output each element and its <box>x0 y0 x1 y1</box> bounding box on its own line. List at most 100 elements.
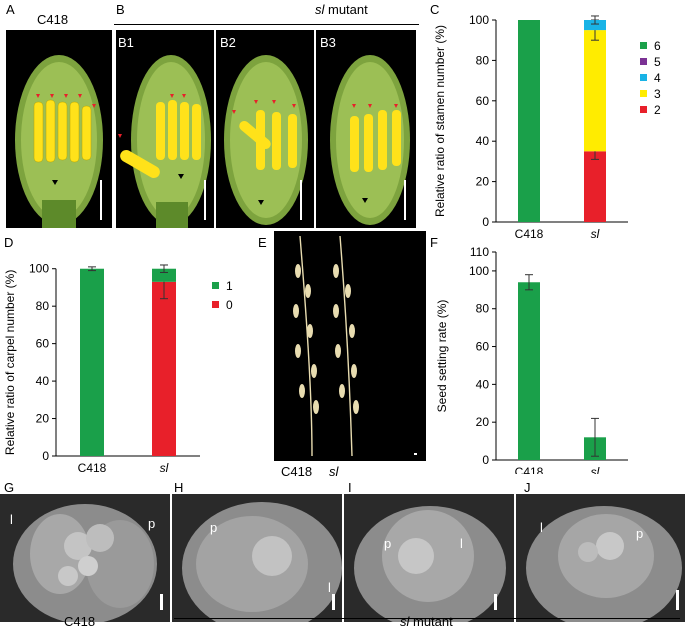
legend-label: 4 <box>654 71 661 85</box>
legend-swatch <box>212 301 219 308</box>
panicle-illustration <box>293 235 417 457</box>
panel-letter-b: B <box>116 2 125 17</box>
y-tick-label: 20 <box>36 412 50 426</box>
b-caption-rule <box>114 24 419 25</box>
y-tick-label: 100 <box>469 13 489 27</box>
panel-letter-d: D <box>4 235 14 250</box>
x-tick-label: sl <box>160 461 169 474</box>
h-label-p: p <box>210 520 218 535</box>
panel-letter-e: E <box>258 235 267 250</box>
y-tick-label: 40 <box>476 134 490 148</box>
b2-label: B2 <box>220 35 236 50</box>
spikelet-illustration <box>118 55 211 228</box>
x-tick-label: C418 <box>515 465 544 474</box>
panel-letter-f: F <box>430 235 438 250</box>
y-tick-label: 100 <box>469 264 489 278</box>
spikelet-illustration <box>15 55 103 228</box>
panel-a-photo <box>6 30 112 228</box>
g-label-l: l <box>10 512 13 527</box>
y-tick-label: 80 <box>476 302 490 316</box>
panel-letter-c: C <box>430 2 440 17</box>
bottom-caption-c418: C418 <box>64 614 96 629</box>
panel-letter-a: A <box>6 2 15 17</box>
y-tick-label: 20 <box>476 415 490 429</box>
legend-swatch <box>640 106 647 113</box>
y-tick-label: 40 <box>36 374 50 388</box>
y-axis-label: Seed setting rate (%) <box>435 300 449 413</box>
panel-letter-h: H <box>174 480 184 495</box>
b1-label: B1 <box>118 35 134 50</box>
panel-i-photo <box>344 494 514 622</box>
y-axis-label: Relative ratio of carpel number (%) <box>3 270 17 455</box>
chart-f-seed-setting: 0 20 40 60 80 100 110 Seed setting rate (%) C418… <box>435 245 628 474</box>
j-label-p: p <box>636 526 644 541</box>
panel-letter-i: I <box>348 480 352 495</box>
bar <box>518 282 540 460</box>
legend-label: 1 <box>226 279 233 293</box>
chart-d-carpel: 0 20 40 60 80 100 Relative ratio of carpel num… <box>3 262 233 474</box>
legend-swatch <box>212 282 219 289</box>
legend-label: 2 <box>654 103 661 117</box>
legend-swatch <box>640 74 647 81</box>
e-label-sl: sl <box>329 464 339 479</box>
y-tick-label: 20 <box>476 175 490 189</box>
bar-segment <box>584 151 606 222</box>
sem-illustration <box>354 506 506 622</box>
panel-g-photo <box>0 494 170 622</box>
x-tick-label: C418 <box>78 461 107 474</box>
panel-a-caption: C418 <box>37 12 69 27</box>
sem-illustration <box>182 502 342 622</box>
legend-label: 6 <box>654 39 661 53</box>
panel-letter-j: J <box>524 480 531 495</box>
legend-swatch <box>640 90 647 97</box>
legend-label: 3 <box>654 87 661 101</box>
y-tick-label: 60 <box>36 337 50 351</box>
sem-illustration <box>13 504 163 622</box>
x-tick-label: sl <box>591 465 600 474</box>
e-label-c418: C418 <box>281 464 313 479</box>
chart-c-stamen: 0 20 40 60 80 100 Relative ratio of stamen num… <box>433 13 661 240</box>
panel-b-caption: sl mutant <box>315 2 368 17</box>
x-tick-label: C418 <box>515 227 544 240</box>
h-label-l: l <box>328 580 331 595</box>
panel-h-photo <box>172 494 342 622</box>
b3-label: B3 <box>320 35 336 50</box>
y-tick-label: 100 <box>29 262 49 276</box>
panel-b1-photo <box>116 30 214 228</box>
y-tick-label: 0 <box>482 215 489 229</box>
j-label-l: l <box>540 520 543 535</box>
i-label-p: p <box>384 536 392 551</box>
y-tick-label: 40 <box>476 377 490 391</box>
y-tick-label: 80 <box>36 299 50 313</box>
legend-swatch <box>640 42 647 49</box>
panel-letter-g: G <box>4 480 15 495</box>
y-tick-label: 80 <box>476 53 490 67</box>
spikelet-illustration <box>224 55 308 225</box>
bar-segment <box>152 281 176 456</box>
mutant-label: mutant <box>409 614 453 629</box>
panel-b3-photo <box>316 30 416 228</box>
g-label-p: p <box>148 516 156 531</box>
sem-illustration <box>526 506 682 622</box>
sl-label: sl <box>400 614 410 629</box>
y-tick-label: 0 <box>42 449 49 463</box>
y-axis-label: Relative ratio of stamen number (%) <box>433 25 447 217</box>
bottom-caption-rule <box>174 618 680 619</box>
bar-segment <box>584 30 606 152</box>
y-tick-label: 110 <box>470 245 489 259</box>
panel-b2-photo <box>216 30 314 228</box>
legend-label: 5 <box>654 55 661 69</box>
mutant-label: mutant <box>324 2 368 17</box>
panel-j-photo <box>516 494 685 622</box>
panel-e-photo <box>274 231 426 461</box>
legend-swatch <box>640 58 647 65</box>
y-tick-label: 60 <box>476 340 490 354</box>
bar-segment <box>152 268 176 282</box>
i-label-l: l <box>460 536 463 551</box>
spikelet-illustration <box>330 55 410 225</box>
bottom-caption-mutant: sl mutant <box>400 614 453 629</box>
legend-label: 0 <box>226 298 233 312</box>
bar-segment <box>518 20 540 222</box>
sl-label: sl <box>315 2 325 17</box>
y-tick-label: 0 <box>482 453 489 467</box>
